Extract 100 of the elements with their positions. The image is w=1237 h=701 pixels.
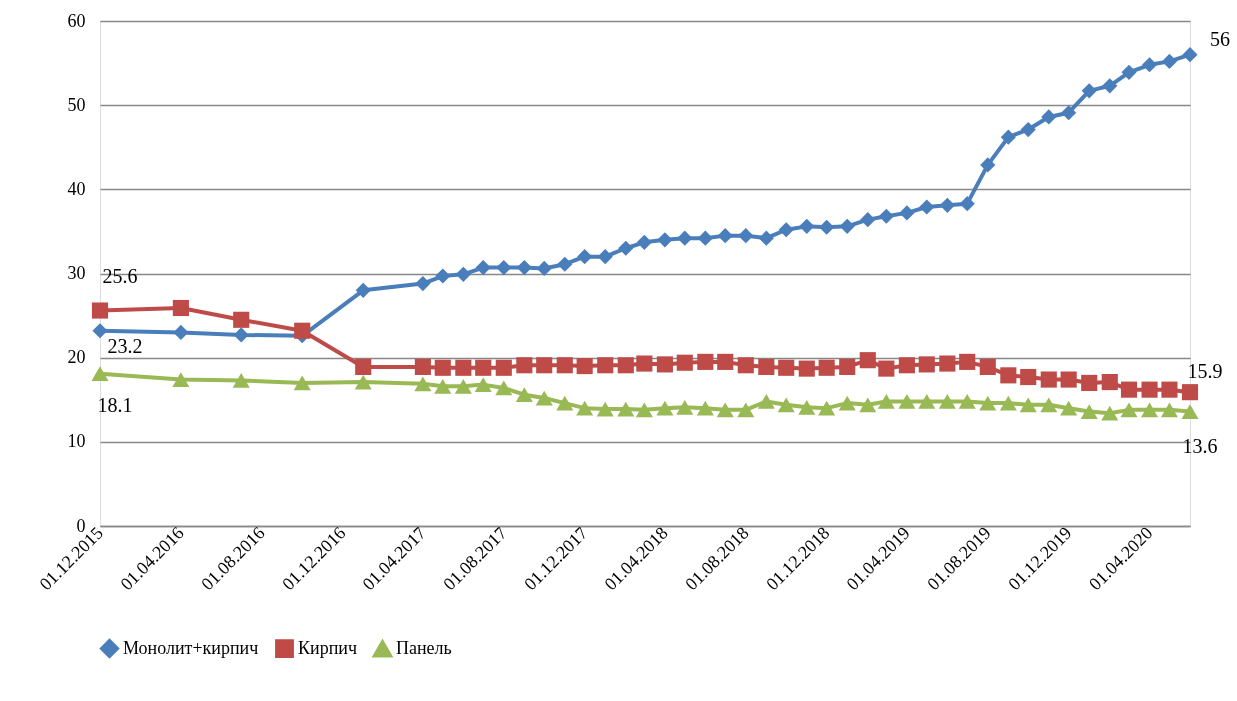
point xyxy=(918,394,936,409)
point xyxy=(958,394,976,409)
point xyxy=(818,359,835,376)
point xyxy=(839,358,856,375)
point xyxy=(717,228,733,244)
legend-label: Монолит+кирпич xyxy=(123,637,259,658)
data-label: 56 xyxy=(1210,27,1230,50)
point xyxy=(878,360,895,377)
point xyxy=(898,394,916,409)
point xyxy=(596,401,614,417)
point xyxy=(959,196,975,212)
point xyxy=(1019,397,1037,413)
point xyxy=(1182,47,1198,63)
point xyxy=(618,240,634,256)
point xyxy=(1120,381,1138,398)
point xyxy=(757,394,775,409)
point xyxy=(414,376,432,392)
point xyxy=(1181,404,1199,419)
data-label: 18.1 xyxy=(97,393,133,416)
point xyxy=(455,266,471,282)
point xyxy=(657,232,673,248)
point xyxy=(838,395,856,411)
point xyxy=(939,355,956,372)
point xyxy=(91,302,109,319)
point xyxy=(898,357,915,374)
data-label: 25.6 xyxy=(102,264,138,287)
point xyxy=(434,359,451,376)
point xyxy=(1160,402,1178,418)
point xyxy=(818,400,836,416)
y-tick-label: 20 xyxy=(67,347,86,368)
point xyxy=(355,358,372,375)
point xyxy=(758,358,775,375)
point xyxy=(899,205,915,221)
y-tick-label: 30 xyxy=(67,263,86,283)
point xyxy=(1041,109,1057,125)
point xyxy=(656,400,674,416)
y-tick-label: 50 xyxy=(67,94,86,115)
data-label: 15.9 xyxy=(1187,360,1223,383)
point xyxy=(354,374,372,390)
point xyxy=(737,357,754,374)
point xyxy=(173,324,189,340)
data-label: 23.2 xyxy=(107,334,143,357)
point xyxy=(576,358,593,375)
point xyxy=(294,322,311,339)
legend-label: Панель xyxy=(396,638,452,659)
point xyxy=(1020,121,1036,138)
point xyxy=(716,402,734,418)
point xyxy=(1040,371,1057,388)
point xyxy=(434,378,452,394)
point xyxy=(1102,78,1118,94)
point xyxy=(859,352,876,369)
point xyxy=(939,197,955,213)
point xyxy=(454,378,472,394)
point xyxy=(415,276,431,292)
point xyxy=(617,401,635,417)
point xyxy=(999,395,1017,411)
point xyxy=(656,356,673,373)
point xyxy=(676,354,693,371)
point xyxy=(798,399,816,415)
point xyxy=(474,377,492,392)
point xyxy=(576,400,594,416)
point xyxy=(1081,83,1097,99)
point xyxy=(556,395,574,411)
point xyxy=(1101,374,1118,391)
point xyxy=(1101,405,1119,421)
point xyxy=(577,249,593,265)
point xyxy=(556,357,573,374)
point xyxy=(1121,64,1137,80)
point xyxy=(1161,53,1178,69)
point xyxy=(475,359,492,376)
point xyxy=(959,353,976,370)
point xyxy=(778,222,794,238)
y-tick-label: 10 xyxy=(67,431,86,452)
point xyxy=(1000,367,1017,384)
point xyxy=(778,359,795,376)
point xyxy=(1141,381,1158,398)
legend-label: Кирпич xyxy=(298,637,357,658)
point xyxy=(557,256,573,272)
point xyxy=(1020,368,1037,386)
point xyxy=(738,228,754,244)
point xyxy=(232,373,250,388)
point xyxy=(1120,402,1138,418)
y-tick-label: 60 xyxy=(67,10,86,31)
point xyxy=(1141,57,1158,73)
point xyxy=(597,249,613,265)
point xyxy=(435,268,451,284)
point xyxy=(697,353,714,370)
point xyxy=(495,380,513,396)
point xyxy=(1060,371,1077,388)
point xyxy=(777,397,795,413)
point xyxy=(1181,384,1199,401)
point xyxy=(536,260,552,277)
point xyxy=(979,358,996,375)
y-tick-label: 40 xyxy=(67,178,86,199)
point xyxy=(617,357,634,374)
point xyxy=(91,366,109,382)
point xyxy=(636,355,653,372)
point xyxy=(515,387,533,403)
point xyxy=(355,282,371,298)
point xyxy=(92,323,108,339)
